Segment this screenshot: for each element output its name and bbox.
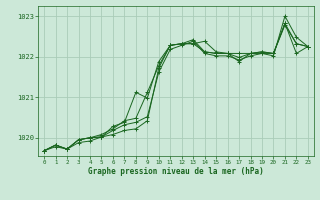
X-axis label: Graphe pression niveau de la mer (hPa): Graphe pression niveau de la mer (hPa) (88, 167, 264, 176)
